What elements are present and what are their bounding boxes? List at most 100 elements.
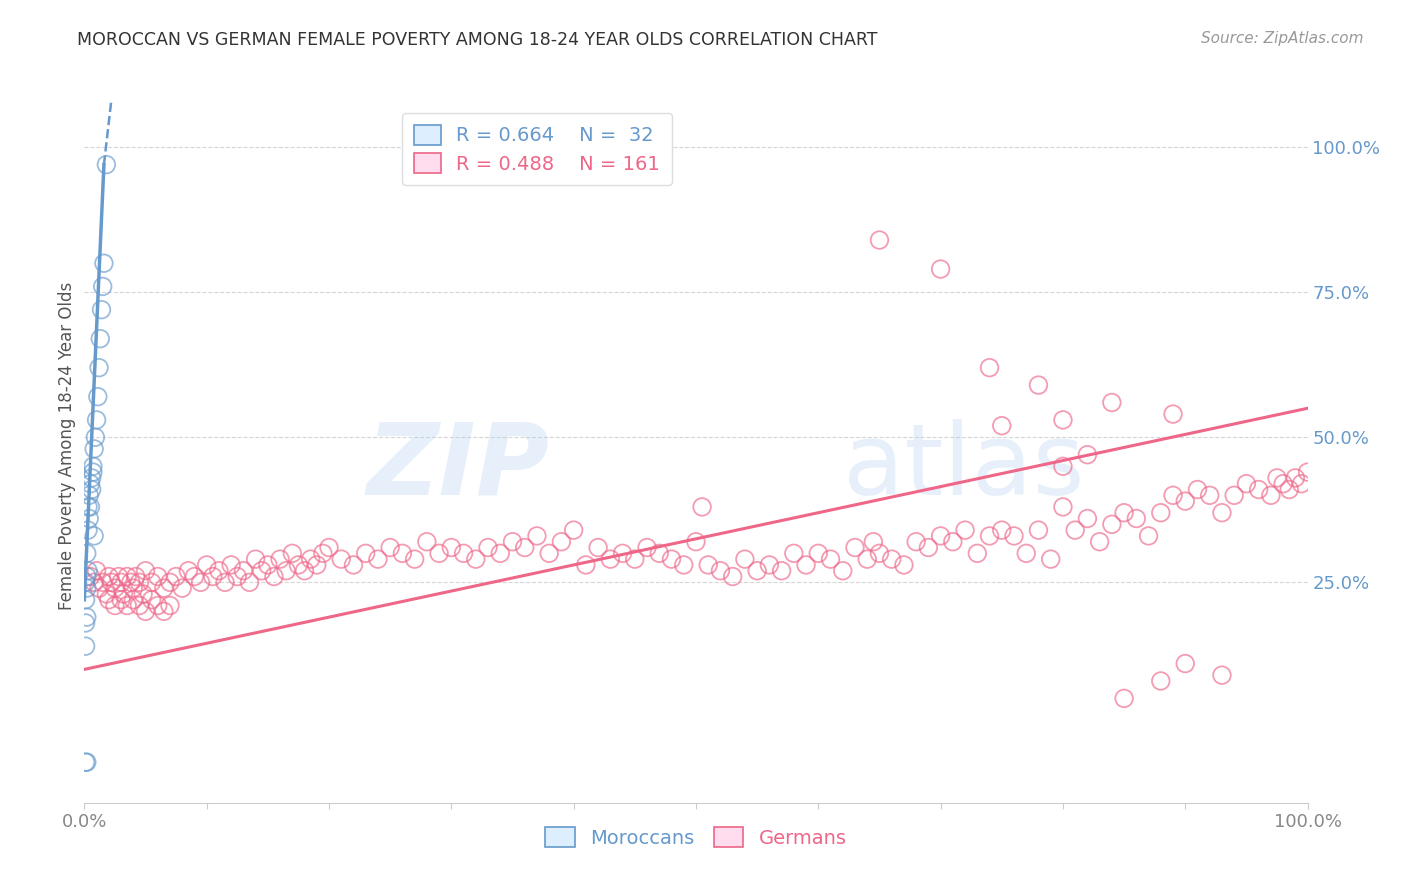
Point [318,541,340,555]
Point [97,592,120,607]
Point [1039,552,1062,566]
Point [1101,517,1123,532]
Point [513,541,536,555]
Point [672,558,695,572]
Point [905,534,928,549]
Point [100,575,122,590]
Point [77,500,100,514]
Point [76,581,98,595]
Point [1052,413,1074,427]
Point [91,575,114,590]
Point [1211,668,1233,682]
Point [250,564,273,578]
Point [128,599,150,613]
Point [929,529,952,543]
Point [1247,483,1270,497]
Point [1052,459,1074,474]
Point [86,564,108,578]
Point [183,569,205,583]
Point [87,581,110,595]
Point [312,546,335,560]
Point [208,564,231,578]
Point [87,390,110,404]
Point [489,546,512,560]
Point [1260,488,1282,502]
Point [636,541,658,555]
Point [1291,476,1313,491]
Point [330,552,353,566]
Text: Source: ZipAtlas.com: Source: ZipAtlas.com [1201,31,1364,46]
Point [83,529,105,543]
Point [238,575,260,590]
Point [1187,483,1209,497]
Point [391,546,413,560]
Point [1223,488,1246,502]
Point [354,546,377,560]
Point [110,575,132,590]
Point [440,541,463,555]
Point [794,558,817,572]
Point [1161,488,1184,502]
Point [159,575,181,590]
Point [153,581,176,595]
Point [404,552,426,566]
Point [76,610,98,624]
Point [869,546,891,560]
Point [770,564,793,578]
Point [135,564,157,578]
Point [287,558,309,572]
Point [721,569,744,583]
Point [83,442,105,456]
Point [380,541,402,555]
Point [115,599,138,613]
Point [269,552,291,566]
Point [80,471,103,485]
Point [893,558,915,572]
Point [112,587,135,601]
Point [869,233,891,247]
Point [177,564,200,578]
Point [1052,500,1074,514]
Point [91,279,114,293]
Point [125,569,148,583]
Point [697,558,720,572]
Point [1211,506,1233,520]
Point [232,564,254,578]
Point [1284,471,1306,485]
Point [219,558,242,572]
Point [747,564,769,578]
Point [1174,657,1197,671]
Point [367,552,389,566]
Point [807,546,830,560]
Point [96,158,118,172]
Point [75,592,97,607]
Point [685,534,707,549]
Point [110,592,132,607]
Point [1015,546,1038,560]
Point [75,575,97,590]
Point [201,569,224,583]
Point [305,558,328,572]
Text: atlas: atlas [842,419,1084,516]
Point [82,459,104,474]
Point [115,569,138,583]
Point [104,599,127,613]
Point [1150,506,1173,520]
Point [132,587,155,601]
Point [586,541,609,555]
Point [1150,673,1173,688]
Text: MOROCCAN VS GERMAN FEMALE POVERTY AMONG 18-24 YEAR OLDS CORRELATION CHART: MOROCCAN VS GERMAN FEMALE POVERTY AMONG … [77,31,877,49]
Point [1028,378,1050,392]
Point [257,558,280,572]
Point [979,360,1001,375]
Point [146,569,169,583]
Point [661,552,683,566]
Point [77,564,100,578]
Point [79,500,101,514]
Point [1125,511,1147,525]
Point [1101,395,1123,409]
Point [1296,465,1319,479]
Point [77,511,100,525]
Point [427,546,450,560]
Point [690,500,713,514]
